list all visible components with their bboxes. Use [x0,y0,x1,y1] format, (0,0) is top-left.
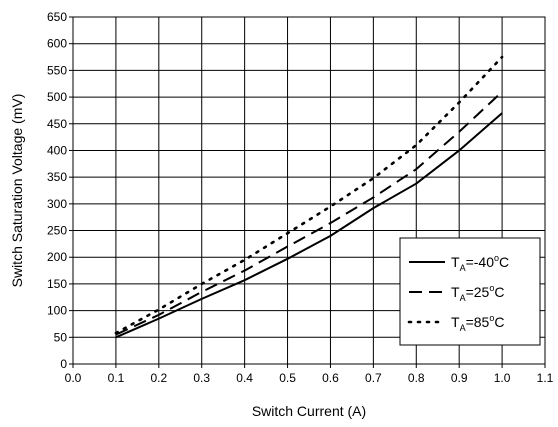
x-axis-ticks: 0.0 0.1 0.2 0.3 0.4 0.5 0.6 0.7 0.8 0.9 1.0 1.1 [65,364,554,385]
x-tick-label: 1.0 [494,371,511,385]
series-line-1 [115,112,503,339]
legend-label-2: TA=25oC [451,283,504,303]
y-tick-label: 100 [47,304,67,318]
y-tick-label: 50 [54,330,68,344]
legend-label-3: TA=85oC [451,313,504,333]
y-tick-label: 600 [47,37,67,51]
legend: TA=-40oC TA=25oC TA=85oC [399,237,541,346]
x-axis-title: Switch Current (A) [252,403,366,419]
y-tick-label: 500 [47,90,67,104]
y-tick-label: 450 [47,117,67,131]
y-tick-label: 350 [47,170,67,184]
y-tick-label: 300 [47,197,67,211]
y-tick-label: 550 [47,63,67,77]
x-tick-label: 0.7 [365,371,382,385]
x-tick-label: 0.0 [65,371,82,385]
y-tick-label: 200 [47,250,67,264]
x-tick-label: 0.6 [322,371,339,385]
x-tick-label: 0.1 [108,371,125,385]
legend-box [399,237,541,346]
y-axis-title: Switch Saturation Voltage (mV) [9,94,25,288]
plot-area-frame [72,16,546,365]
x-tick-label: 1.1 [537,371,554,385]
y-axis-ticks: 0 50 100 150 200 250 300 350 400 450 500 550 600 650 [47,10,73,371]
x-tick-label: 0.4 [236,371,253,385]
y-tick-label: 650 [47,10,67,24]
x-tick-label: 0.2 [150,371,167,385]
x-tick-label: 0.8 [408,371,425,385]
x-tick-label: 0.3 [193,371,210,385]
x-tick-label: 0.9 [451,371,468,385]
y-tick-label: 150 [47,277,67,291]
series-line-2 [115,91,503,336]
series-line-3 [114,55,504,335]
y-tick-label: 0 [60,357,67,371]
y-tick-label: 400 [47,143,67,157]
legend-label-1: TA=-40oC [451,253,509,273]
x-tick-label: 0.5 [279,371,296,385]
series-lines [114,55,504,339]
y-tick-label: 250 [47,224,67,238]
